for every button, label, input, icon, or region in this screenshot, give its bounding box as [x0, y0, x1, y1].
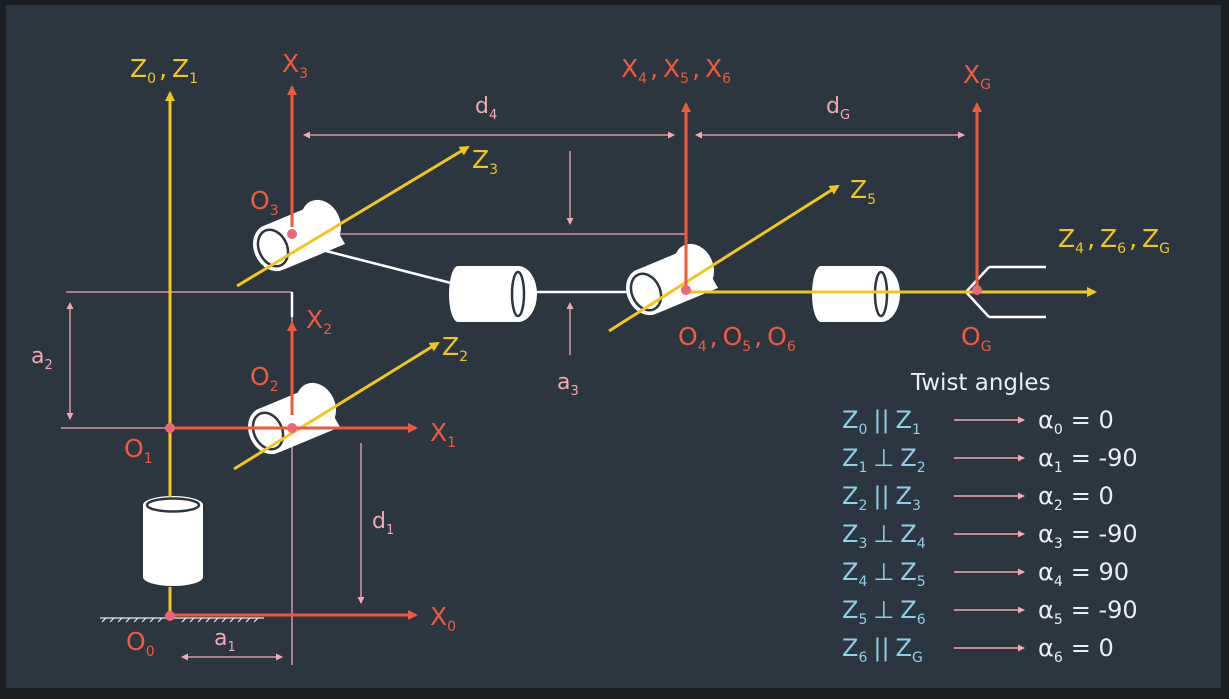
twist-angles-table: Z0 || Z1 α0 = 0 Z1 ⊥ Z2 α1 = -90 Z2 || Z3 α2 = 0 Z3 ⊥ Z4 α…	[842, 406, 1138, 666]
origin-og	[972, 285, 982, 295]
twist-angles-title: Twist angles	[910, 370, 1051, 396]
twist-axis-relation: Z5 ⊥ Z6	[842, 596, 926, 628]
z2-axis	[233, 341, 440, 471]
twist-axis-relation: Z3 ⊥ Z4	[842, 520, 926, 552]
label-d1: d1	[372, 509, 394, 538]
label-z3: Z3	[472, 145, 498, 178]
z5-axis	[608, 184, 840, 333]
joint-2-cylinder	[248, 382, 340, 455]
twist-alpha-value: α1 = -90	[1038, 444, 1138, 476]
twist-alpha-value: α0 = 0	[1038, 406, 1114, 438]
z3-axis	[236, 145, 470, 288]
joint-6-cylinder	[812, 266, 900, 322]
origin-o2	[287, 423, 297, 433]
label-x4-x5-x6: X4, X5, X6	[621, 54, 731, 87]
origin-o3	[287, 229, 297, 239]
label-o1: O1	[124, 434, 153, 467]
twist-axis-relation: Z4 ⊥ Z5	[842, 558, 926, 590]
label-z5: Z5	[850, 175, 876, 208]
label-z4-z6-zg: Z4, Z6, ZG	[1058, 224, 1170, 257]
dh-parameter-diagram: Z0, Z1 Z3 Z5 Z2 Z4, Z6, ZG X3 X4, X5, X6 XG X…	[6, 5, 1221, 688]
label-x0: X0	[430, 602, 456, 635]
origin-o1	[165, 423, 175, 433]
label-x2: X2	[306, 305, 332, 338]
label-z0-z1: Z0, Z1	[130, 54, 198, 87]
origin-o0	[165, 611, 175, 621]
twist-row: Z2 || Z3 α2 = 0	[842, 482, 1114, 514]
label-o0: O0	[126, 627, 155, 660]
origin-o4-o5-o6	[681, 285, 691, 295]
label-x1: X1	[430, 418, 456, 451]
origin-points	[165, 229, 982, 621]
joint-4-cylinder	[449, 266, 537, 322]
twist-row: Z3 ⊥ Z4 α3 = -90	[842, 520, 1138, 552]
twist-alpha-value: α2 = 0	[1038, 482, 1114, 514]
label-xg: XG	[963, 60, 991, 93]
label-o3: O3	[250, 186, 279, 219]
twist-row: Z0 || Z1 α0 = 0	[842, 406, 1114, 438]
twist-row: Z4 ⊥ Z5 α4 = 90	[842, 558, 1129, 590]
label-dg: dG	[826, 94, 850, 123]
ground-hatching	[100, 617, 264, 623]
twist-axis-relation: Z6 || ZG	[842, 634, 923, 666]
label-z2: Z2	[442, 332, 468, 365]
label-a1: a1	[214, 626, 236, 655]
twist-alpha-value: α4 = 90	[1038, 558, 1129, 590]
twist-axis-relation: Z2 || Z3	[842, 482, 921, 514]
twist-alpha-value: α5 = -90	[1038, 596, 1138, 628]
label-o2: O2	[250, 362, 279, 395]
twist-row: Z6 || ZG α6 = 0	[842, 634, 1114, 666]
x-axes	[172, 85, 982, 620]
joint-1-cylinder	[143, 496, 203, 586]
twist-axis-relation: Z1 ⊥ Z2	[842, 444, 926, 476]
twist-axis-relation: Z0 || Z1	[842, 406, 921, 438]
label-o4-o5-o6: O4, O5, O6	[678, 322, 796, 355]
twist-row: Z1 ⊥ Z2 α1 = -90	[842, 444, 1138, 476]
joint-5-cylinder	[626, 243, 718, 316]
label-a3: a3	[557, 370, 579, 399]
twist-alpha-value: α6 = 0	[1038, 634, 1114, 666]
twist-row: Z5 ⊥ Z6 α5 = -90	[842, 596, 1138, 628]
twist-alpha-value: α3 = -90	[1038, 520, 1138, 552]
label-d4: d4	[475, 94, 497, 123]
label-x3: X3	[282, 49, 308, 82]
label-og: OG	[961, 322, 992, 355]
joint-3-cylinder	[253, 199, 345, 272]
label-a2: a2	[31, 344, 53, 373]
